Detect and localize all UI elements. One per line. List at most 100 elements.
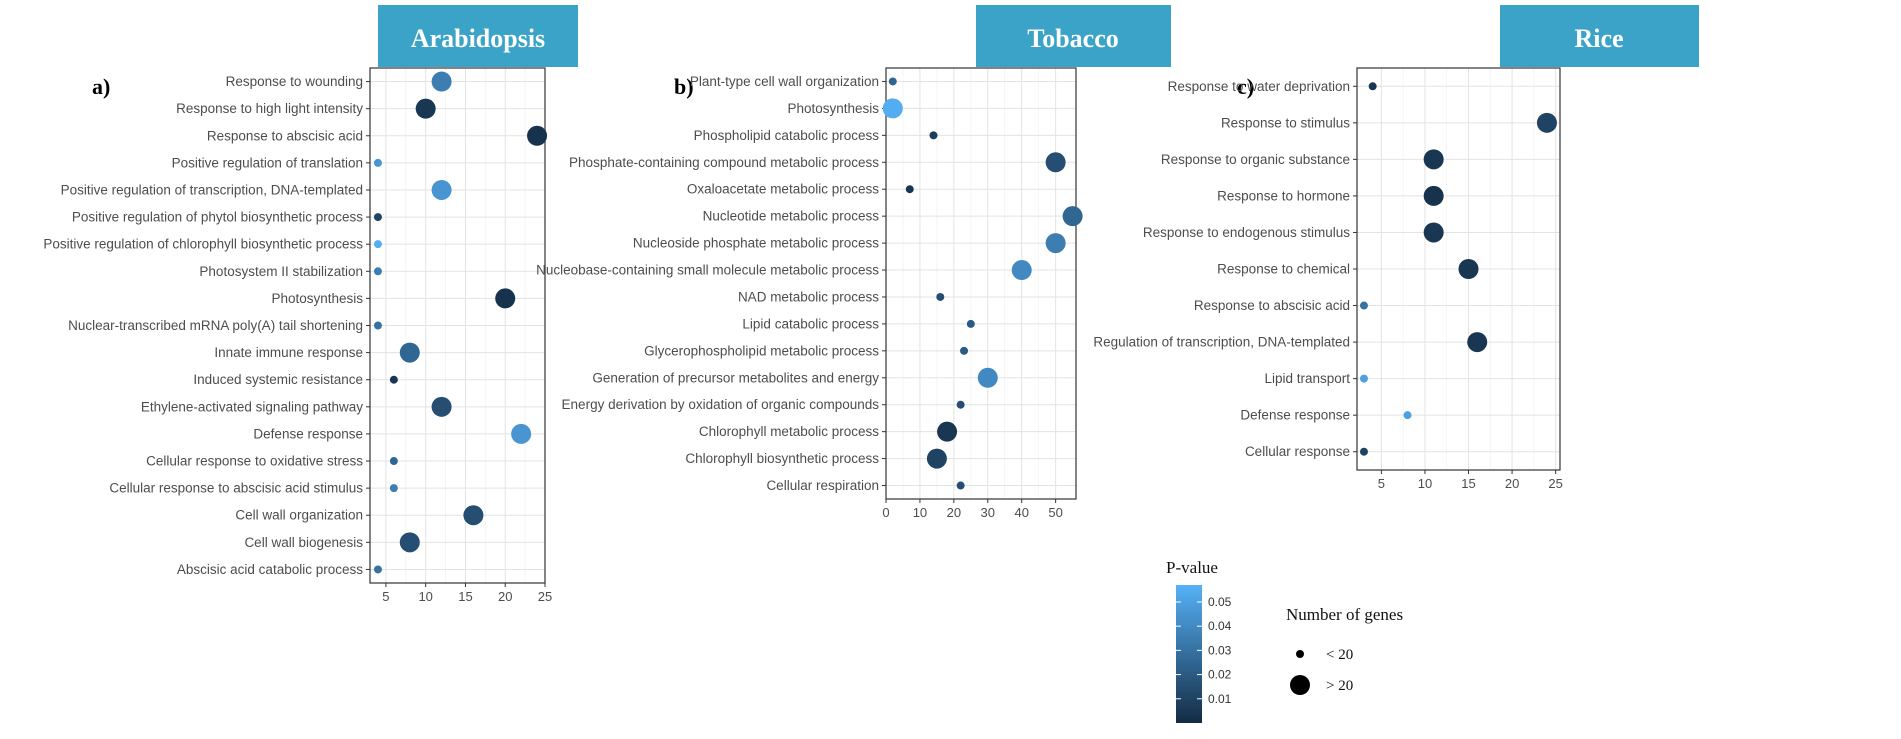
category-label: Photosynthesis xyxy=(787,101,879,116)
category-label: Ethylene-activated signaling pathway xyxy=(141,399,363,414)
data-point xyxy=(431,179,452,200)
size-legend: Number of genes < 20 > 20 xyxy=(1286,605,1403,695)
x-tick-label: 5 xyxy=(382,589,389,604)
data-point xyxy=(373,267,382,276)
data-point xyxy=(1045,152,1066,173)
category-label: Glycerophospholipid metabolic process xyxy=(644,343,879,358)
category-label: Lipid catabolic process xyxy=(742,316,879,331)
data-point xyxy=(905,185,914,194)
data-point xyxy=(389,457,398,466)
data-point xyxy=(373,213,382,222)
colorbar-tick-label: 0.02 xyxy=(1208,668,1232,682)
header-rice: Rice xyxy=(1500,5,1699,67)
category-label: Cell wall organization xyxy=(235,508,363,523)
x-tick-label: 25 xyxy=(1548,476,1562,491)
category-label: Induced systemic resistance xyxy=(193,372,363,387)
data-point xyxy=(888,77,897,86)
data-point xyxy=(1062,206,1083,227)
size-legend-title: Number of genes xyxy=(1286,605,1403,624)
data-point xyxy=(1359,447,1368,456)
data-point xyxy=(399,342,420,363)
category-label: Response to abscisic acid xyxy=(1194,298,1350,313)
category-label: Chlorophyll metabolic process xyxy=(699,424,879,439)
data-point xyxy=(956,400,965,409)
category-label: Response to chemical xyxy=(1217,262,1350,277)
data-point xyxy=(495,288,516,309)
category-label: Defense response xyxy=(1240,408,1350,423)
colorbar-tick-label: 0.01 xyxy=(1208,692,1232,706)
data-point xyxy=(1423,222,1444,243)
colorbar-tick-label: 0.04 xyxy=(1208,619,1232,633)
data-point xyxy=(1359,374,1368,383)
data-point xyxy=(1423,149,1444,170)
data-point xyxy=(389,484,398,493)
pvalue-colorbar xyxy=(1176,585,1202,723)
size-legend-large-dot xyxy=(1290,675,1310,695)
plot-arabidopsis: Response to wounding Response to high lig… xyxy=(43,67,552,604)
data-point xyxy=(389,375,398,384)
size-legend-large-label: > 20 xyxy=(1326,678,1353,694)
data-point xyxy=(431,396,452,417)
category-label: Oxaloacetate metabolic process xyxy=(687,182,879,197)
data-point xyxy=(1011,260,1032,281)
data-point xyxy=(527,125,548,146)
plot-border xyxy=(885,67,1077,500)
panel-label-a: a) xyxy=(92,74,110,99)
data-point xyxy=(373,321,382,330)
x-tick-label: 40 xyxy=(1014,505,1028,520)
size-legend-small-dot xyxy=(1296,650,1304,658)
header-tobacco-text: Tobacco xyxy=(1027,24,1119,53)
data-point xyxy=(415,98,436,119)
x-tick-label: 20 xyxy=(498,589,512,604)
data-point xyxy=(882,98,903,119)
pvalue-colorbar-ticks: 0.05 0.04 0.03 0.02 0.01 xyxy=(1176,595,1232,706)
x-tick-label: 50 xyxy=(1048,505,1062,520)
category-label: Nucleoside phosphate metabolic process xyxy=(633,236,879,251)
panel-label-c: c) xyxy=(1237,74,1254,99)
x-tick-label: 20 xyxy=(947,505,961,520)
category-label: Positive regulation of transcription, DN… xyxy=(61,182,363,197)
data-point xyxy=(431,71,452,92)
pvalue-legend: P-value 0.05 0.04 0.03 0.02 0.01 xyxy=(1166,558,1232,723)
category-label: Lipid transport xyxy=(1264,371,1350,386)
data-point xyxy=(373,565,382,574)
x-tick-label: 15 xyxy=(458,589,472,604)
category-label: Cellular response to oxidative stress xyxy=(146,454,363,469)
data-point xyxy=(1403,411,1412,420)
category-label: Response to endogenous stimulus xyxy=(1143,225,1350,240)
data-point xyxy=(1467,332,1488,353)
category-label: Chlorophyll biosynthetic process xyxy=(685,451,879,466)
data-point xyxy=(1045,233,1066,254)
category-label: Response to abscisic acid xyxy=(207,128,363,143)
header-rice-text: Rice xyxy=(1574,24,1623,53)
category-label: Regulation of transcription, DNA-templat… xyxy=(1093,335,1350,350)
category-label: Energy derivation by oxidation of organi… xyxy=(562,397,880,412)
category-label: Cellular response xyxy=(1245,444,1350,459)
category-label: Response to wounding xyxy=(226,74,363,89)
colorbar-tick-label: 0.03 xyxy=(1208,643,1232,657)
x-tick-label: 10 xyxy=(418,589,432,604)
data-point xyxy=(373,158,382,167)
plot-tobacco: Plant-type cell wall organization Photosy… xyxy=(536,67,1083,520)
category-label: Cellular respiration xyxy=(766,478,879,493)
category-label: Photosystem II stabilization xyxy=(199,264,363,279)
category-label: Response to organic substance xyxy=(1161,152,1350,167)
data-point xyxy=(936,292,945,301)
category-label: Cellular response to abscisic acid stimu… xyxy=(109,481,363,496)
category-label: Nucleotide metabolic process xyxy=(703,209,880,224)
x-tick-label: 10 xyxy=(913,505,927,520)
category-label: Positive regulation of translation xyxy=(172,155,363,170)
data-point xyxy=(1423,185,1444,206)
data-point xyxy=(929,131,938,140)
data-point xyxy=(1536,112,1557,133)
pvalue-legend-title: P-value xyxy=(1166,558,1218,577)
category-label: Response to water deprivation xyxy=(1168,79,1350,94)
category-label: Cell wall biogenesis xyxy=(244,535,363,550)
panel-label-b: b) xyxy=(674,74,694,99)
category-label: Abscisic acid catabolic process xyxy=(177,562,363,577)
x-tick-label: 30 xyxy=(981,505,995,520)
category-label: Plant-type cell wall organization xyxy=(690,74,879,89)
category-label: NAD metabolic process xyxy=(738,289,879,304)
data-point xyxy=(511,423,532,444)
